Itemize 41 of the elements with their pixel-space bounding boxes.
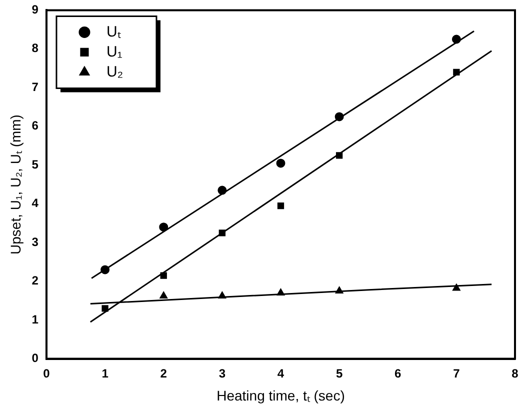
y-axis-title: Upset, U₁, U₂, Uₜ (mm) <box>7 114 24 254</box>
y-tick-label: 3 <box>32 234 39 249</box>
point <box>277 202 284 210</box>
x-tick-label: 4 <box>277 366 284 380</box>
y-tick-label: 7 <box>32 80 39 94</box>
point <box>336 152 343 159</box>
point <box>452 284 460 291</box>
point <box>276 288 285 296</box>
legend-label: Uₜ <box>106 23 122 40</box>
x-tick-label: 6 <box>394 366 402 380</box>
point <box>100 265 110 274</box>
y-tick-label: 1 <box>32 312 39 326</box>
point <box>335 286 344 294</box>
y-tick-label: 8 <box>32 41 39 56</box>
point <box>160 272 167 279</box>
x-axis-title: Heating time, tₜ (sec) <box>216 387 345 404</box>
legend-label: U₁ <box>106 43 122 60</box>
point <box>453 68 460 76</box>
legend-label: U₂ <box>106 63 124 80</box>
y-tick-label: 9 <box>32 2 39 17</box>
x-tick-label: 7 <box>453 366 460 380</box>
x-tick-label: 2 <box>160 366 168 380</box>
point <box>218 292 226 299</box>
y-tick-label: 0 <box>32 351 39 366</box>
x-tick-label: 5 <box>336 366 343 380</box>
y-tick-label: 6 <box>32 118 39 133</box>
x-tick-label: 8 <box>512 366 519 380</box>
point <box>102 305 108 312</box>
point <box>218 230 226 236</box>
point <box>452 34 461 44</box>
point <box>334 112 344 122</box>
x-tick-label: 3 <box>218 366 226 380</box>
x-tick-label: 1 <box>102 366 109 380</box>
point <box>276 158 286 168</box>
point <box>218 186 227 195</box>
x-tick-label: 0 <box>43 366 50 380</box>
y-tick-label: 5 <box>32 157 39 172</box>
y-tick-label: 2 <box>32 274 39 288</box>
point <box>159 222 168 232</box>
point <box>160 292 168 299</box>
y-tick-label: 4 <box>32 196 39 210</box>
